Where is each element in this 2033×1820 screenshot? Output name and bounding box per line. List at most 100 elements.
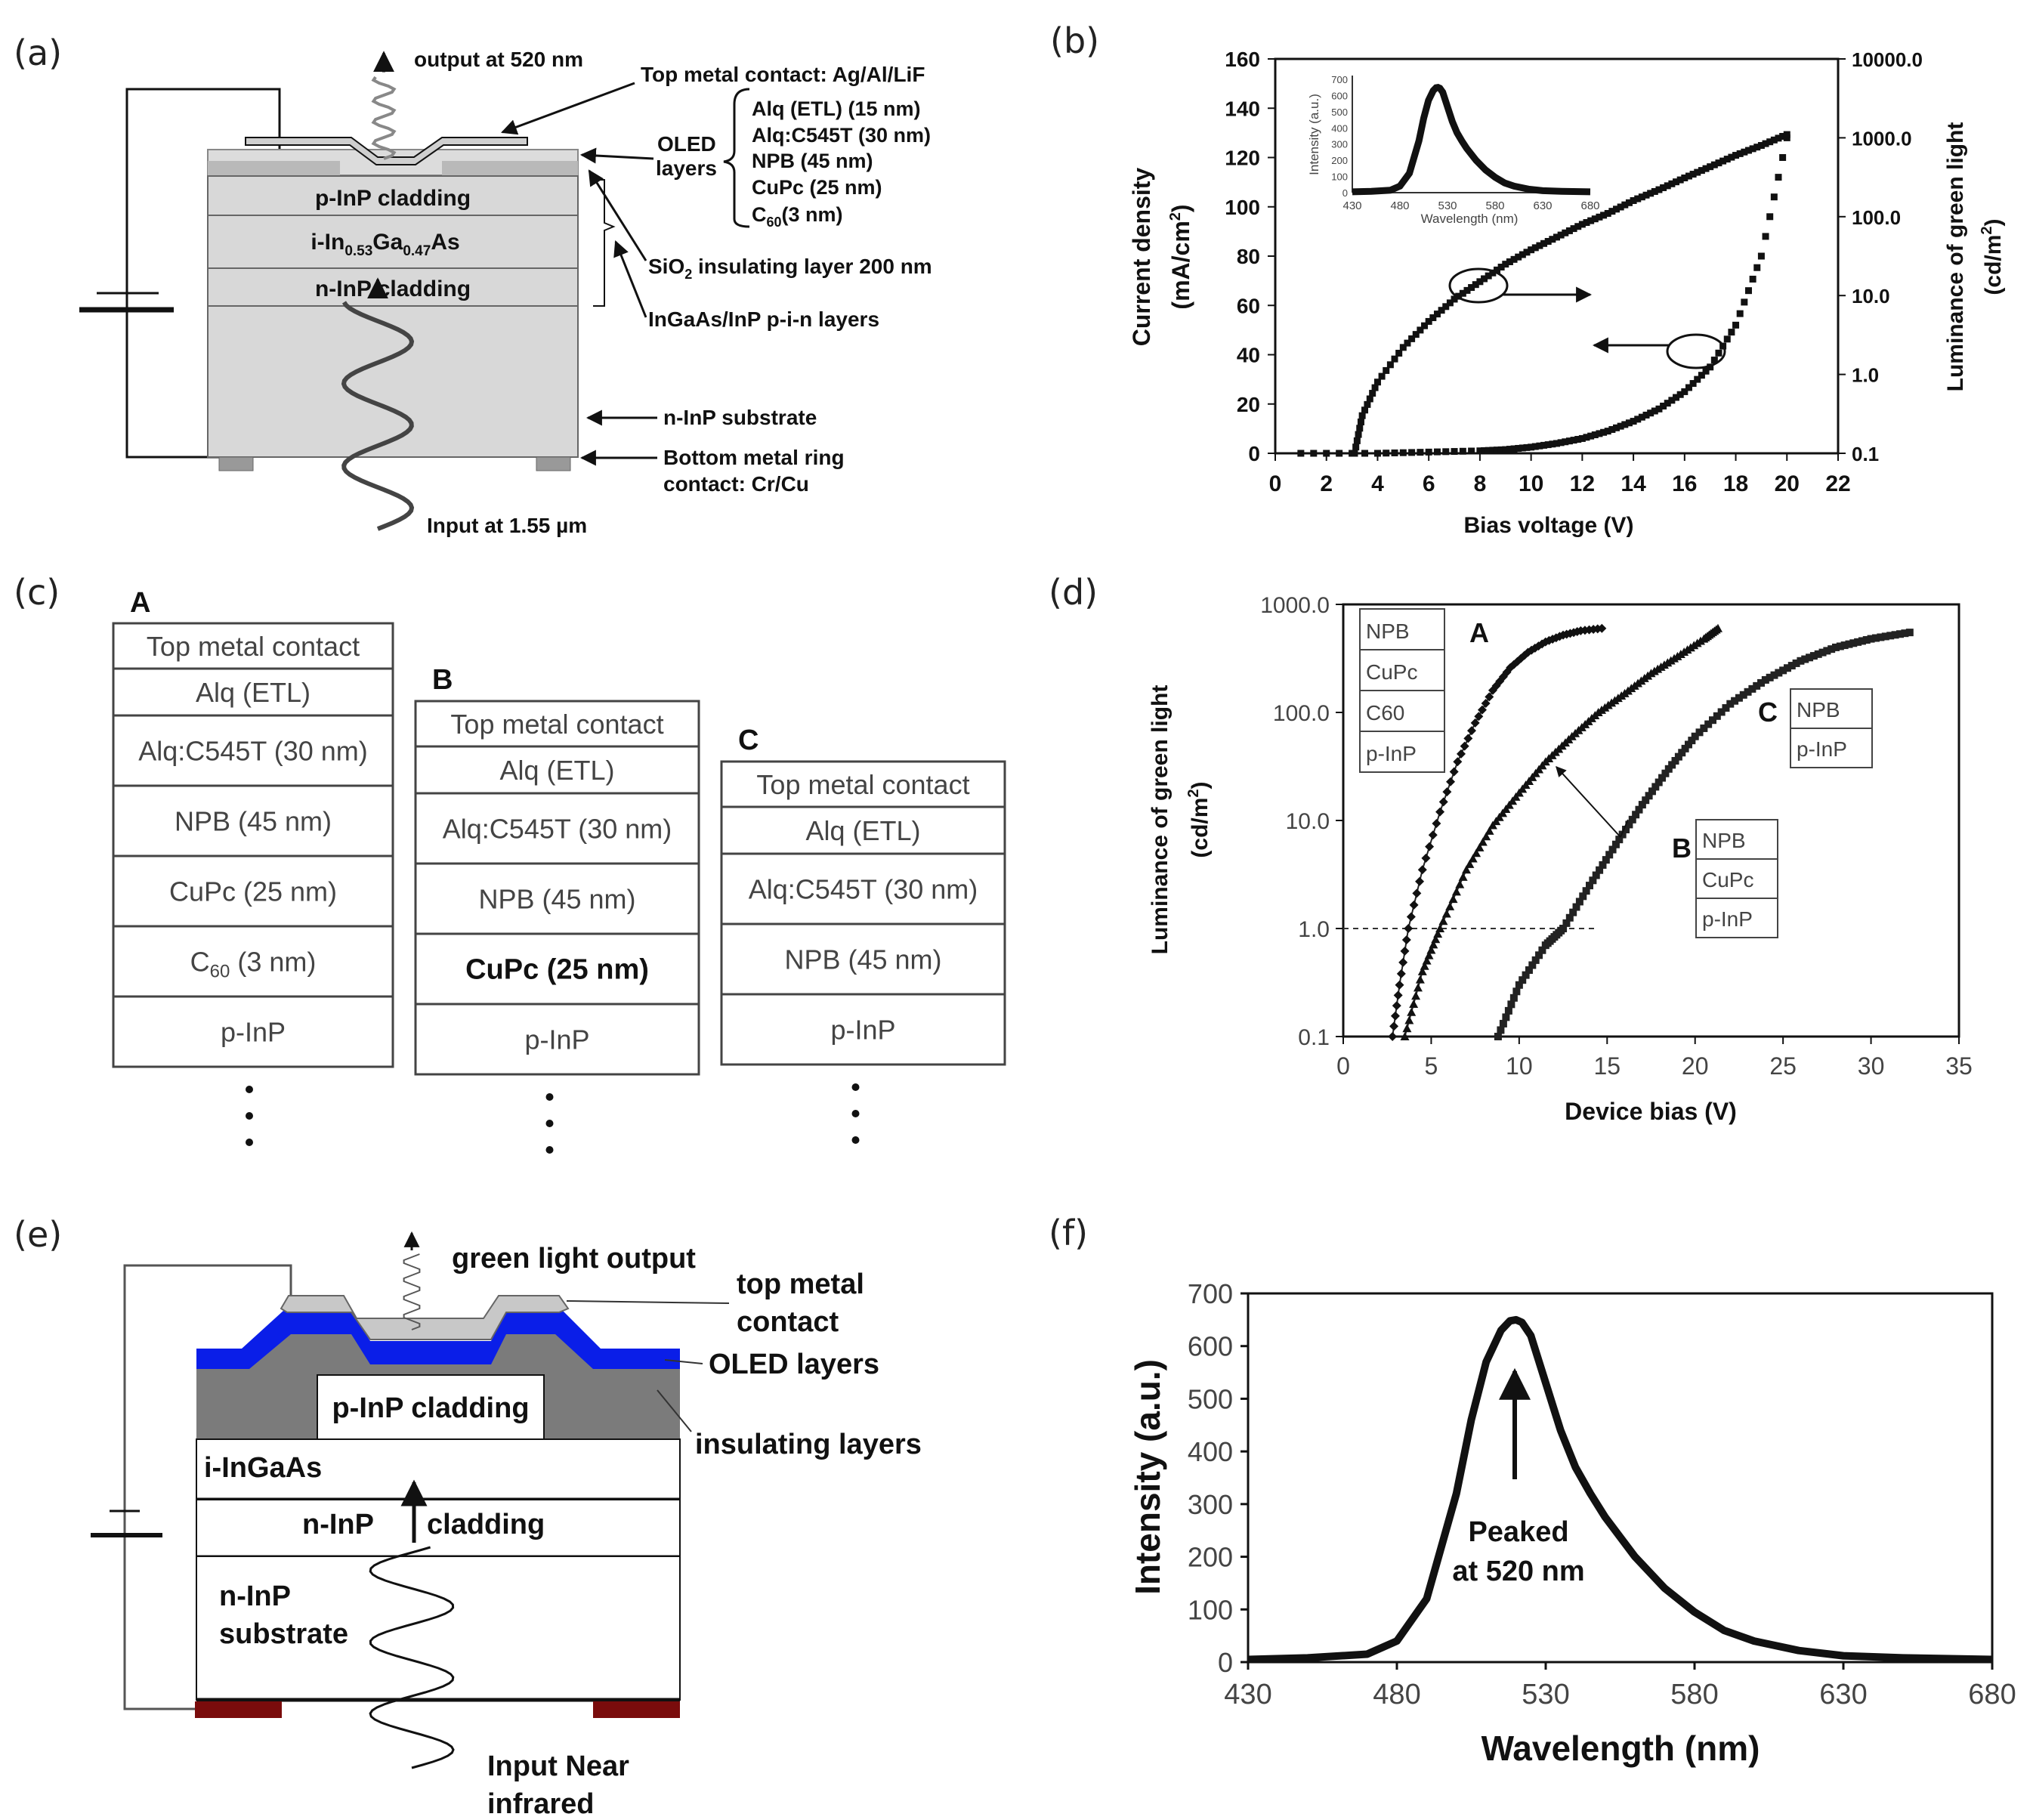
c-layer-label: p-InP bbox=[524, 1024, 589, 1055]
b-y-label-1: Current density bbox=[1128, 168, 1155, 347]
d-point-C bbox=[1713, 712, 1721, 720]
d-point-A bbox=[1428, 830, 1438, 840]
d-point-C bbox=[1849, 639, 1858, 647]
b-current-point bbox=[1485, 447, 1492, 454]
d-point-C bbox=[1668, 761, 1676, 769]
b-y2-tick-label: 1000.0 bbox=[1852, 127, 1912, 150]
b-inset-x-tick: 430 bbox=[1342, 199, 1361, 212]
b-luminance-point bbox=[1408, 335, 1416, 342]
d-point-A bbox=[1395, 980, 1404, 990]
d-point-C bbox=[1809, 652, 1818, 660]
b-current-point bbox=[1702, 367, 1710, 375]
b-y-tick-label: 100 bbox=[1225, 196, 1260, 219]
c-layer-label: CuPc (25 nm) bbox=[169, 876, 337, 907]
b-current-point bbox=[1544, 441, 1552, 449]
c-layer-label: Top metal contact bbox=[450, 709, 663, 740]
b-current-point bbox=[1383, 450, 1390, 457]
d-x-ticks: 0 5 10 15 20 25 30 35 bbox=[1336, 1037, 1973, 1080]
d-point-A bbox=[1390, 1011, 1400, 1021]
d-legend-item: NPB bbox=[1702, 829, 1746, 852]
b-luminance-point bbox=[1630, 196, 1637, 204]
b-current-point bbox=[1732, 321, 1740, 329]
panel-label-c: (c) bbox=[14, 572, 60, 613]
d-point-C bbox=[1881, 632, 1889, 641]
b-x-ticks: 0 2 4 6 8 10 12 14 16 18 20 22 bbox=[1269, 453, 1851, 496]
c-continuation-dot bbox=[851, 1110, 860, 1117]
b-luminance-point bbox=[1463, 286, 1471, 294]
d-point-B bbox=[1431, 935, 1441, 944]
b-inset-bg bbox=[1330, 72, 1602, 200]
a-sio2-label: SiO2 insulating layer 200 nm bbox=[648, 255, 932, 282]
b-current-point bbox=[1481, 447, 1488, 454]
bottom-ring-left bbox=[218, 456, 254, 471]
d-legend-box bbox=[1359, 608, 1445, 650]
b-current-point bbox=[1493, 447, 1500, 454]
b-y-tick-label: 40 bbox=[1237, 344, 1260, 367]
d-point-C bbox=[1645, 792, 1653, 800]
a-oled-layer-5: C60(3 nm) bbox=[752, 203, 843, 230]
d-point-C bbox=[1586, 882, 1593, 890]
b-current-point bbox=[1668, 397, 1676, 404]
d-point-B bbox=[1458, 872, 1468, 881]
d-point-B bbox=[1438, 916, 1448, 925]
b-y-tick-label: 60 bbox=[1237, 294, 1260, 317]
b-current-point bbox=[1741, 298, 1748, 306]
b-current-point bbox=[1408, 449, 1416, 456]
e-substrate bbox=[196, 1556, 681, 1701]
b-y-label-2: (mA/cm2) bbox=[1167, 204, 1194, 309]
b-inset-y-tick: 300 bbox=[1331, 139, 1348, 150]
d-point-C bbox=[1507, 1000, 1515, 1009]
b-luminance-point bbox=[1557, 231, 1565, 239]
b-current-point bbox=[1762, 233, 1769, 240]
b-y2-tick-label: 10.0 bbox=[1852, 285, 1890, 307]
d-point-B bbox=[1404, 1015, 1414, 1024]
d-point-C bbox=[1858, 637, 1866, 645]
b-luminance-point bbox=[1617, 203, 1624, 211]
f-x-tick-label: 680 bbox=[1968, 1679, 2016, 1710]
d-point-B bbox=[1400, 1032, 1410, 1040]
d-point-C bbox=[1559, 925, 1568, 932]
d-point-B bbox=[1445, 901, 1455, 910]
b-luminance-point bbox=[1710, 161, 1718, 168]
b-inset-y-tick: 400 bbox=[1331, 122, 1348, 134]
b-current-point bbox=[1676, 391, 1684, 398]
d-point-C bbox=[1871, 634, 1880, 642]
d-legend-item: p-InP bbox=[1797, 737, 1847, 761]
a-pin-brace bbox=[593, 179, 616, 307]
b-y2-ticks: 0.1 1.0 10.0 100.0 1000.0 10000.0 bbox=[1838, 48, 1923, 465]
d-point-C bbox=[1896, 630, 1904, 638]
d-point-A bbox=[1470, 718, 1480, 728]
e-circuit-wire bbox=[123, 1264, 292, 1710]
d-y-tick-label: 100.0 bbox=[1273, 701, 1330, 726]
c-layer-box bbox=[414, 1003, 700, 1076]
b-current-point bbox=[1647, 409, 1655, 417]
d-point-C bbox=[1638, 801, 1646, 809]
d-legend-item: CuPc bbox=[1366, 660, 1417, 684]
e-input-wave bbox=[369, 1546, 455, 1769]
b-luminance-point bbox=[1536, 242, 1543, 249]
b-inset-x-label: Wavelength (nm) bbox=[1421, 212, 1519, 226]
c-continuation-dot bbox=[545, 1093, 554, 1101]
c-continuation-dot bbox=[545, 1146, 554, 1154]
b-y2-tick-label: 10000.0 bbox=[1852, 48, 1923, 71]
d-point-C bbox=[1709, 716, 1716, 725]
d-point-B bbox=[1435, 924, 1445, 932]
b-current-point bbox=[1613, 424, 1621, 431]
b-luminance-point bbox=[1459, 289, 1466, 297]
d-point-C bbox=[1664, 765, 1673, 773]
b-luminance-point bbox=[1476, 278, 1484, 286]
b-inset-y-tick: 500 bbox=[1331, 107, 1348, 118]
c-stack-label-A: A bbox=[130, 587, 150, 619]
a-top-contact-arrow bbox=[501, 82, 635, 135]
d-point-B bbox=[1478, 837, 1488, 846]
b-current-point bbox=[1660, 402, 1667, 409]
b-luminance-point bbox=[1613, 205, 1621, 213]
a-top-contact-label: Top metal contact: Ag/Al/LiF bbox=[641, 63, 925, 86]
b-luminance-point bbox=[1472, 281, 1479, 289]
b-luminance-point bbox=[1587, 217, 1595, 224]
d-legend-item: p-InP bbox=[1366, 742, 1417, 765]
c-layer-label: Top metal contact bbox=[147, 631, 360, 662]
d-point-C bbox=[1504, 1006, 1512, 1015]
d-x-tick-label: 30 bbox=[1858, 1052, 1885, 1080]
b-luminance-point bbox=[1596, 213, 1603, 221]
